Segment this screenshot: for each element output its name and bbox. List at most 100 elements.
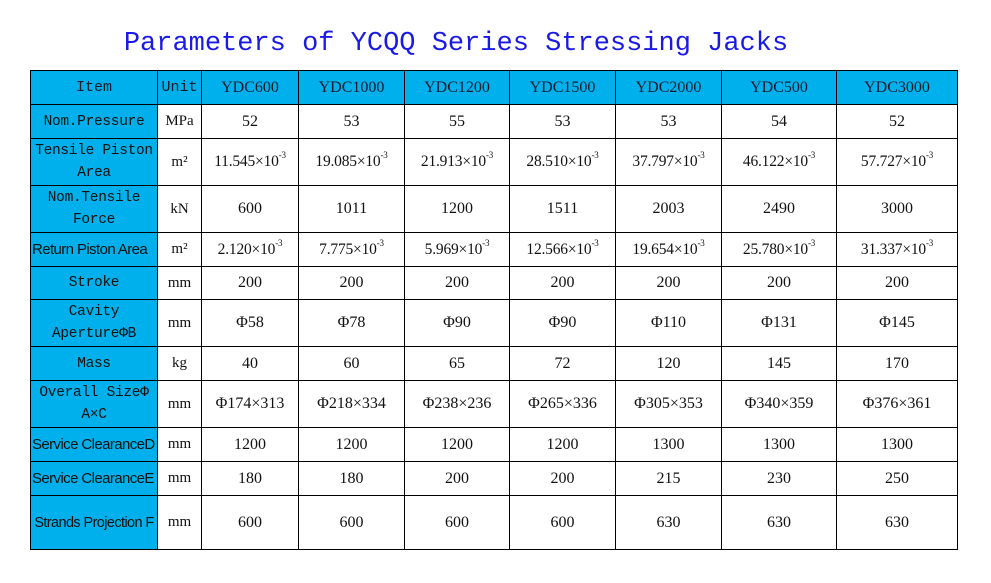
table-cell: 1200 — [404, 185, 510, 233]
table-cell: Φ265×336 — [509, 380, 616, 428]
table-cell: 55 — [404, 104, 510, 139]
table-cell: 1200 — [298, 427, 405, 462]
table-row-mass: Mass kg 40 60 65 72 120 145 170 — [30, 346, 958, 381]
column-header-model: YDC600 — [201, 70, 299, 105]
table-cell: 1200 — [201, 427, 299, 462]
column-header-model: YDC3000 — [836, 70, 958, 105]
table-cell: Φ145 — [836, 299, 958, 347]
table-cell: 600 — [509, 495, 616, 550]
table-cell: 31.337×10-3 — [836, 232, 958, 267]
row-label: Mass — [30, 346, 158, 381]
table-cell: 37.797×10-3 — [615, 138, 722, 186]
table-cell: 40 — [201, 346, 299, 381]
table-cell: 1511 — [509, 185, 616, 233]
table-cell: 200 — [615, 266, 722, 300]
table-cell: 5.969×10-3 — [404, 232, 510, 267]
header-row: Item Unit YDC600 YDC1000 YDC1200 YDC1500… — [30, 70, 958, 105]
table-cell: 1200 — [509, 427, 616, 462]
table-cell: 52 — [836, 104, 958, 139]
table-row-nom-pressure: Nom.Pressure MPa 52 53 55 53 53 54 52 — [30, 104, 958, 139]
table-cell: 1200 — [404, 427, 510, 462]
table-cell: 11.545×10-3 — [201, 138, 299, 186]
table-cell: 1300 — [615, 427, 722, 462]
row-unit: mm — [157, 495, 202, 550]
row-label: Stroke — [30, 266, 158, 300]
table-cell: Φ218×334 — [298, 380, 405, 428]
table-cell: 57.727×10-3 — [836, 138, 958, 186]
row-label: Cavity ApertureΦB — [30, 299, 158, 347]
column-header-item: Item — [30, 70, 158, 105]
column-header-model: YDC1000 — [298, 70, 405, 105]
table-cell: 1011 — [298, 185, 405, 233]
row-label: Tensile Piston Area — [30, 138, 158, 186]
row-unit: kg — [157, 346, 202, 381]
table-cell: 200 — [298, 266, 405, 300]
table-cell: 630 — [615, 495, 722, 550]
table-cell: 600 — [298, 495, 405, 550]
table-cell: 200 — [721, 266, 837, 300]
row-label: Nom.Tensile Force — [30, 185, 158, 233]
table-row-service-clearance-d: Service ClearanceD mm 1200 1200 1200 120… — [30, 427, 958, 462]
table-cell: 600 — [201, 185, 299, 233]
table-cell: 3000 — [836, 185, 958, 233]
table-cell: 2.120×10-3 — [201, 232, 299, 267]
table-cell: 630 — [721, 495, 837, 550]
row-unit: mm — [157, 266, 202, 300]
table-cell: 170 — [836, 346, 958, 381]
table-cell: 600 — [201, 495, 299, 550]
table-cell: Φ131 — [721, 299, 837, 347]
row-unit: mm — [157, 299, 202, 347]
column-header-unit: Unit — [157, 70, 202, 105]
table-cell: Φ90 — [509, 299, 616, 347]
table-cell: Φ58 — [201, 299, 299, 347]
table-cell: 60 — [298, 346, 405, 381]
table-row-nom-tensile-force: Nom.Tensile Force kN 600 1011 1200 1511 … — [30, 185, 958, 233]
row-unit: MPa — [157, 104, 202, 139]
column-header-model: YDC2000 — [615, 70, 722, 105]
table-cell: Φ90 — [404, 299, 510, 347]
table-cell: Φ340×359 — [721, 380, 837, 428]
page-title: Parameters of YCQQ Series Stressing Jack… — [123, 29, 789, 59]
table-cell: 28.510×10-3 — [509, 138, 616, 186]
table-cell: 145 — [721, 346, 837, 381]
table-row-tensile-piston-area: Tensile Piston Area m² 11.545×10-3 19.08… — [30, 138, 958, 186]
table-row-overall-size: Overall SizeΦ A×C mm Φ174×313 Φ218×334 Φ… — [30, 380, 958, 428]
table-cell: 19.654×10-3 — [615, 232, 722, 267]
table-cell: 72 — [509, 346, 616, 381]
table-cell: 230 — [721, 461, 837, 496]
row-unit: m² — [157, 232, 202, 267]
table-cell: 53 — [615, 104, 722, 139]
row-label: Overall SizeΦ A×C — [30, 380, 158, 428]
table-cell: 250 — [836, 461, 958, 496]
row-label: Service ClearanceD — [30, 427, 158, 462]
row-label: Return Piston Area — [30, 232, 158, 267]
table-cell: 215 — [615, 461, 722, 496]
table-cell: 46.122×10-3 — [721, 138, 837, 186]
table-row-cavity-aperture: Cavity ApertureΦB mm Φ58 Φ78 Φ90 Φ90 Φ11… — [30, 299, 958, 347]
table-row-strands-projection: Strands Projection F mm 600 600 600 600 … — [30, 495, 958, 550]
table-cell: 200 — [404, 461, 510, 496]
table-cell: 1300 — [836, 427, 958, 462]
table-row-service-clearance-e: Service ClearanceE mm 180 180 200 200 21… — [30, 461, 958, 496]
table-cell: 200 — [836, 266, 958, 300]
table-cell: 2490 — [721, 185, 837, 233]
row-unit: kN — [157, 185, 202, 233]
table-cell: 54 — [721, 104, 837, 139]
table-cell: Φ376×361 — [836, 380, 958, 428]
table-cell: 7.775×10-3 — [298, 232, 405, 267]
table-cell: Φ110 — [615, 299, 722, 347]
table-cell: 180 — [201, 461, 299, 496]
table-cell: 200 — [509, 461, 616, 496]
row-label: Strands Projection F — [30, 495, 158, 550]
table-cell: 1300 — [721, 427, 837, 462]
table-cell: 65 — [404, 346, 510, 381]
table-cell: 53 — [509, 104, 616, 139]
table-cell: 200 — [404, 266, 510, 300]
column-header-model: YDC1500 — [509, 70, 616, 105]
table-cell: 25.780×10-3 — [721, 232, 837, 267]
column-header-model: YDC500 — [721, 70, 837, 105]
table-cell: Φ78 — [298, 299, 405, 347]
table-cell: 19.085×10-3 — [298, 138, 405, 186]
table-cell: Φ305×353 — [615, 380, 722, 428]
row-unit: m² — [157, 138, 202, 186]
